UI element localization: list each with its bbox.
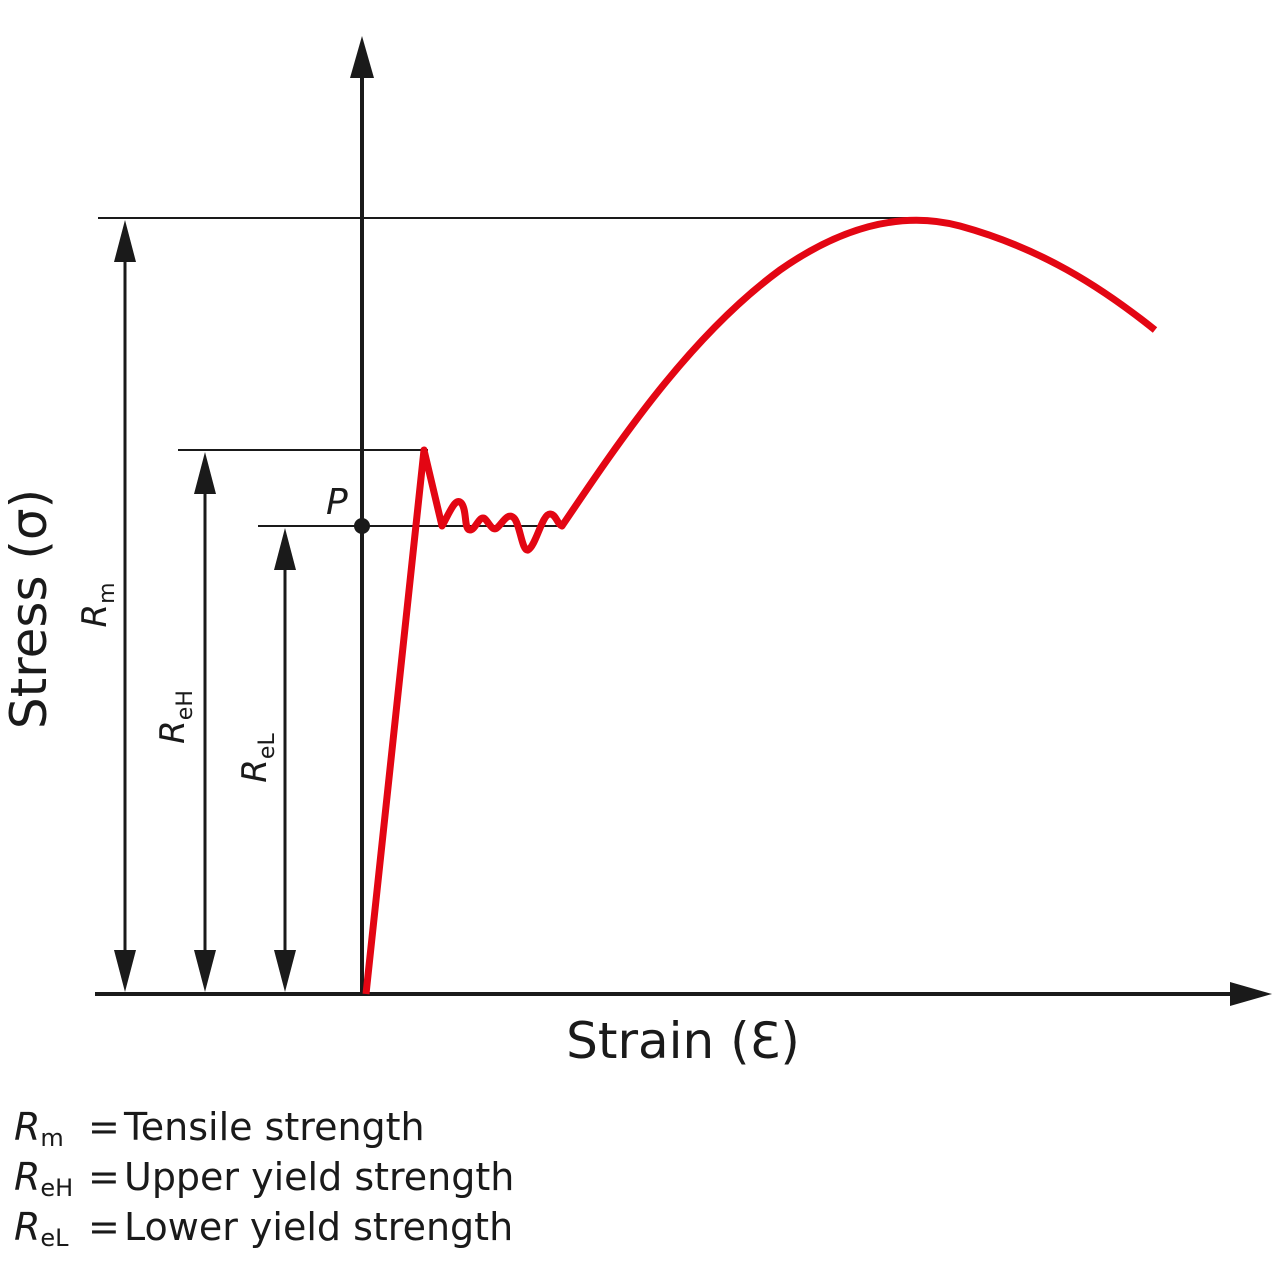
legend-text: Tensile strength [124, 1105, 425, 1149]
legend-symbol: Rm [14, 1105, 64, 1152]
legend-equals: = [88, 1105, 120, 1149]
rel-arrowhead-bottom [274, 950, 296, 992]
x-axis-arrowhead [1230, 982, 1272, 1006]
point-p-marker [354, 518, 370, 534]
y-axis-arrowhead [350, 36, 374, 78]
legend-symbol: ReL [14, 1205, 69, 1252]
legend-equals: = [88, 1155, 120, 1199]
rm-arrowhead-bottom [114, 950, 136, 992]
legend-text: Upper yield strength [124, 1155, 515, 1199]
stress-strain-curve [362, 216, 1158, 995]
reh-label: ReH [153, 690, 198, 744]
legend-equals: = [88, 1205, 120, 1249]
y-axis-label: Stress (σ) [0, 489, 58, 729]
rm-label: Rm [75, 582, 120, 627]
rel-arrowhead-top [274, 528, 296, 570]
point-p-label: P [326, 482, 348, 523]
x-axis-label: Strain (Ɛ) [566, 1012, 800, 1070]
rm-arrowhead-top [114, 220, 136, 262]
reh-arrowhead-bottom [194, 950, 216, 992]
reh-arrowhead-top [194, 452, 216, 494]
legend-text: Lower yield strength [124, 1205, 514, 1249]
legend-symbol: ReH [14, 1155, 74, 1202]
rel-label: ReL [235, 733, 280, 783]
